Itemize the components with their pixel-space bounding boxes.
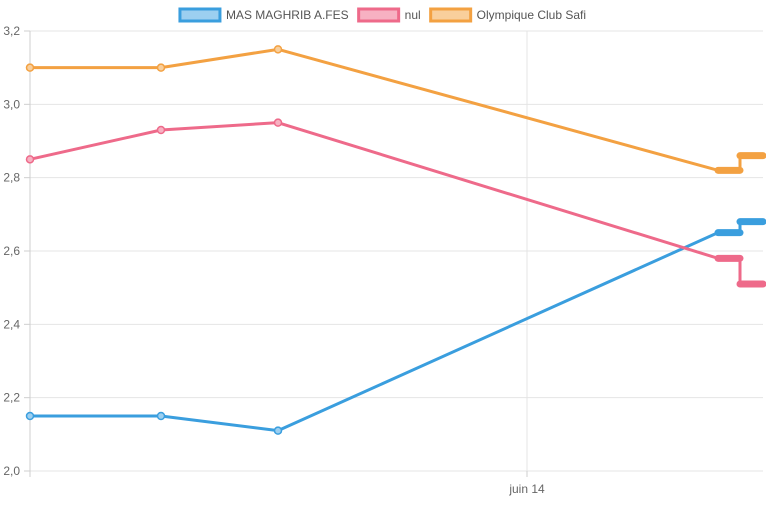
series-line-0 [28,220,765,433]
data-point[interactable] [25,411,35,421]
x-tick-label: juin 14 [508,482,545,496]
y-tick-label: 2,2 [3,391,20,405]
y-tick-label: 2,4 [3,317,20,331]
y-tick-label: 3,2 [3,24,20,38]
grid [29,30,763,477]
legend-label: MAS MAGHRIB A.FES [226,8,349,22]
series-line-2 [28,47,765,172]
legend-swatch [429,7,473,23]
series-lines [25,45,766,435]
data-point[interactable] [25,63,35,72]
data-point[interactable] [273,426,283,435]
legend-label: Olympique Club Safi [477,8,586,22]
y-tick-label: 2,6 [3,244,20,258]
data-point[interactable] [25,155,35,164]
data-point[interactable] [273,45,283,54]
y-tick-label: 2,0 [3,464,20,478]
legend: MAS MAGHRIB A.FES nul Olympique Club Safi [178,7,586,23]
y-axis: 2,0 2,2 2,4 2,6 2,8 3,0 3,2 [3,24,30,478]
data-point[interactable] [156,63,166,72]
legend-label: nul [405,8,421,22]
legend-item-0[interactable]: MAS MAGHRIB A.FES [178,7,349,23]
data-point[interactable] [273,118,283,127]
legend-swatch [357,7,401,23]
y-tick-label: 3,0 [3,97,20,111]
legend-item-1[interactable]: nul [357,7,421,23]
legend-item-2[interactable]: Olympique Club Safi [429,7,586,23]
y-tick-label: 2,8 [3,171,20,185]
data-point[interactable] [156,125,166,135]
legend-swatch [178,7,222,23]
x-axis: juin 14 [508,471,545,496]
series-line-1 [28,121,765,286]
data-point[interactable] [156,411,166,421]
